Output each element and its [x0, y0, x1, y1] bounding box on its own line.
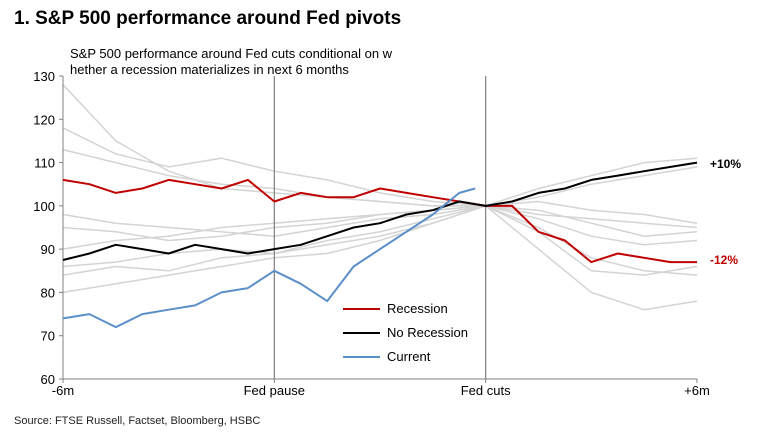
x-tick-label-3: Fed cuts — [461, 383, 511, 398]
series-line-recession — [62, 178, 697, 264]
y-tick-label-70: 70 — [41, 329, 55, 344]
y-tick-label-100: 100 — [33, 199, 55, 214]
y-tick-label-120: 120 — [33, 112, 55, 127]
historical-line-2 — [62, 127, 698, 276]
legend-label-current: Current — [387, 349, 431, 364]
series — [62, 161, 698, 329]
x-ticks: -6m Fed pause Fed cuts +6m — [52, 379, 710, 398]
y-tick-label-60: 60 — [41, 372, 55, 387]
y-ticks: 60 70 80 90 100 110 120 130 — [33, 69, 63, 387]
fed-event-markers — [273, 76, 487, 379]
axes — [62, 76, 697, 380]
end-label-recession: -12% — [710, 253, 738, 267]
x-tick-label-4: +6m — [684, 383, 710, 398]
historical-line-6 — [62, 166, 698, 276]
historical-line-9 — [62, 205, 698, 242]
y-tick-label-130: 130 — [33, 69, 55, 84]
end-label-no-recession: +10% — [710, 157, 741, 171]
source-note: Source: FTSE Russell, Factset, Bloomberg… — [14, 415, 261, 427]
legend-label-no-recession: No Recession — [387, 325, 468, 340]
legend-label-recession: Recession — [387, 301, 448, 316]
chart: 60 70 80 90 100 110 120 130 -6m Fed pause Fed cut… — [33, 69, 741, 398]
chart-subtitle: S&P 500 performance around Fed cuts cond… — [70, 46, 393, 77]
page-title: 1. S&P 500 performance around Fed pivots — [14, 8, 402, 29]
historical-line-3 — [62, 148, 698, 311]
y-tick-label-80: 80 — [41, 285, 55, 300]
historical-line-7 — [62, 200, 698, 294]
historical-line-4 — [62, 205, 698, 276]
series-line-current — [62, 187, 476, 329]
legend: Recession No Recession Current — [343, 301, 468, 364]
y-tick-label-110: 110 — [34, 156, 55, 171]
x-tick-label-2: Fed pause — [244, 383, 305, 398]
series-line-no-recession — [62, 161, 698, 261]
historical-line-1 — [62, 84, 698, 229]
historical-episodes — [62, 84, 698, 311]
x-tick-label-1: -6m — [52, 383, 74, 398]
y-tick-label-90: 90 — [41, 242, 55, 257]
